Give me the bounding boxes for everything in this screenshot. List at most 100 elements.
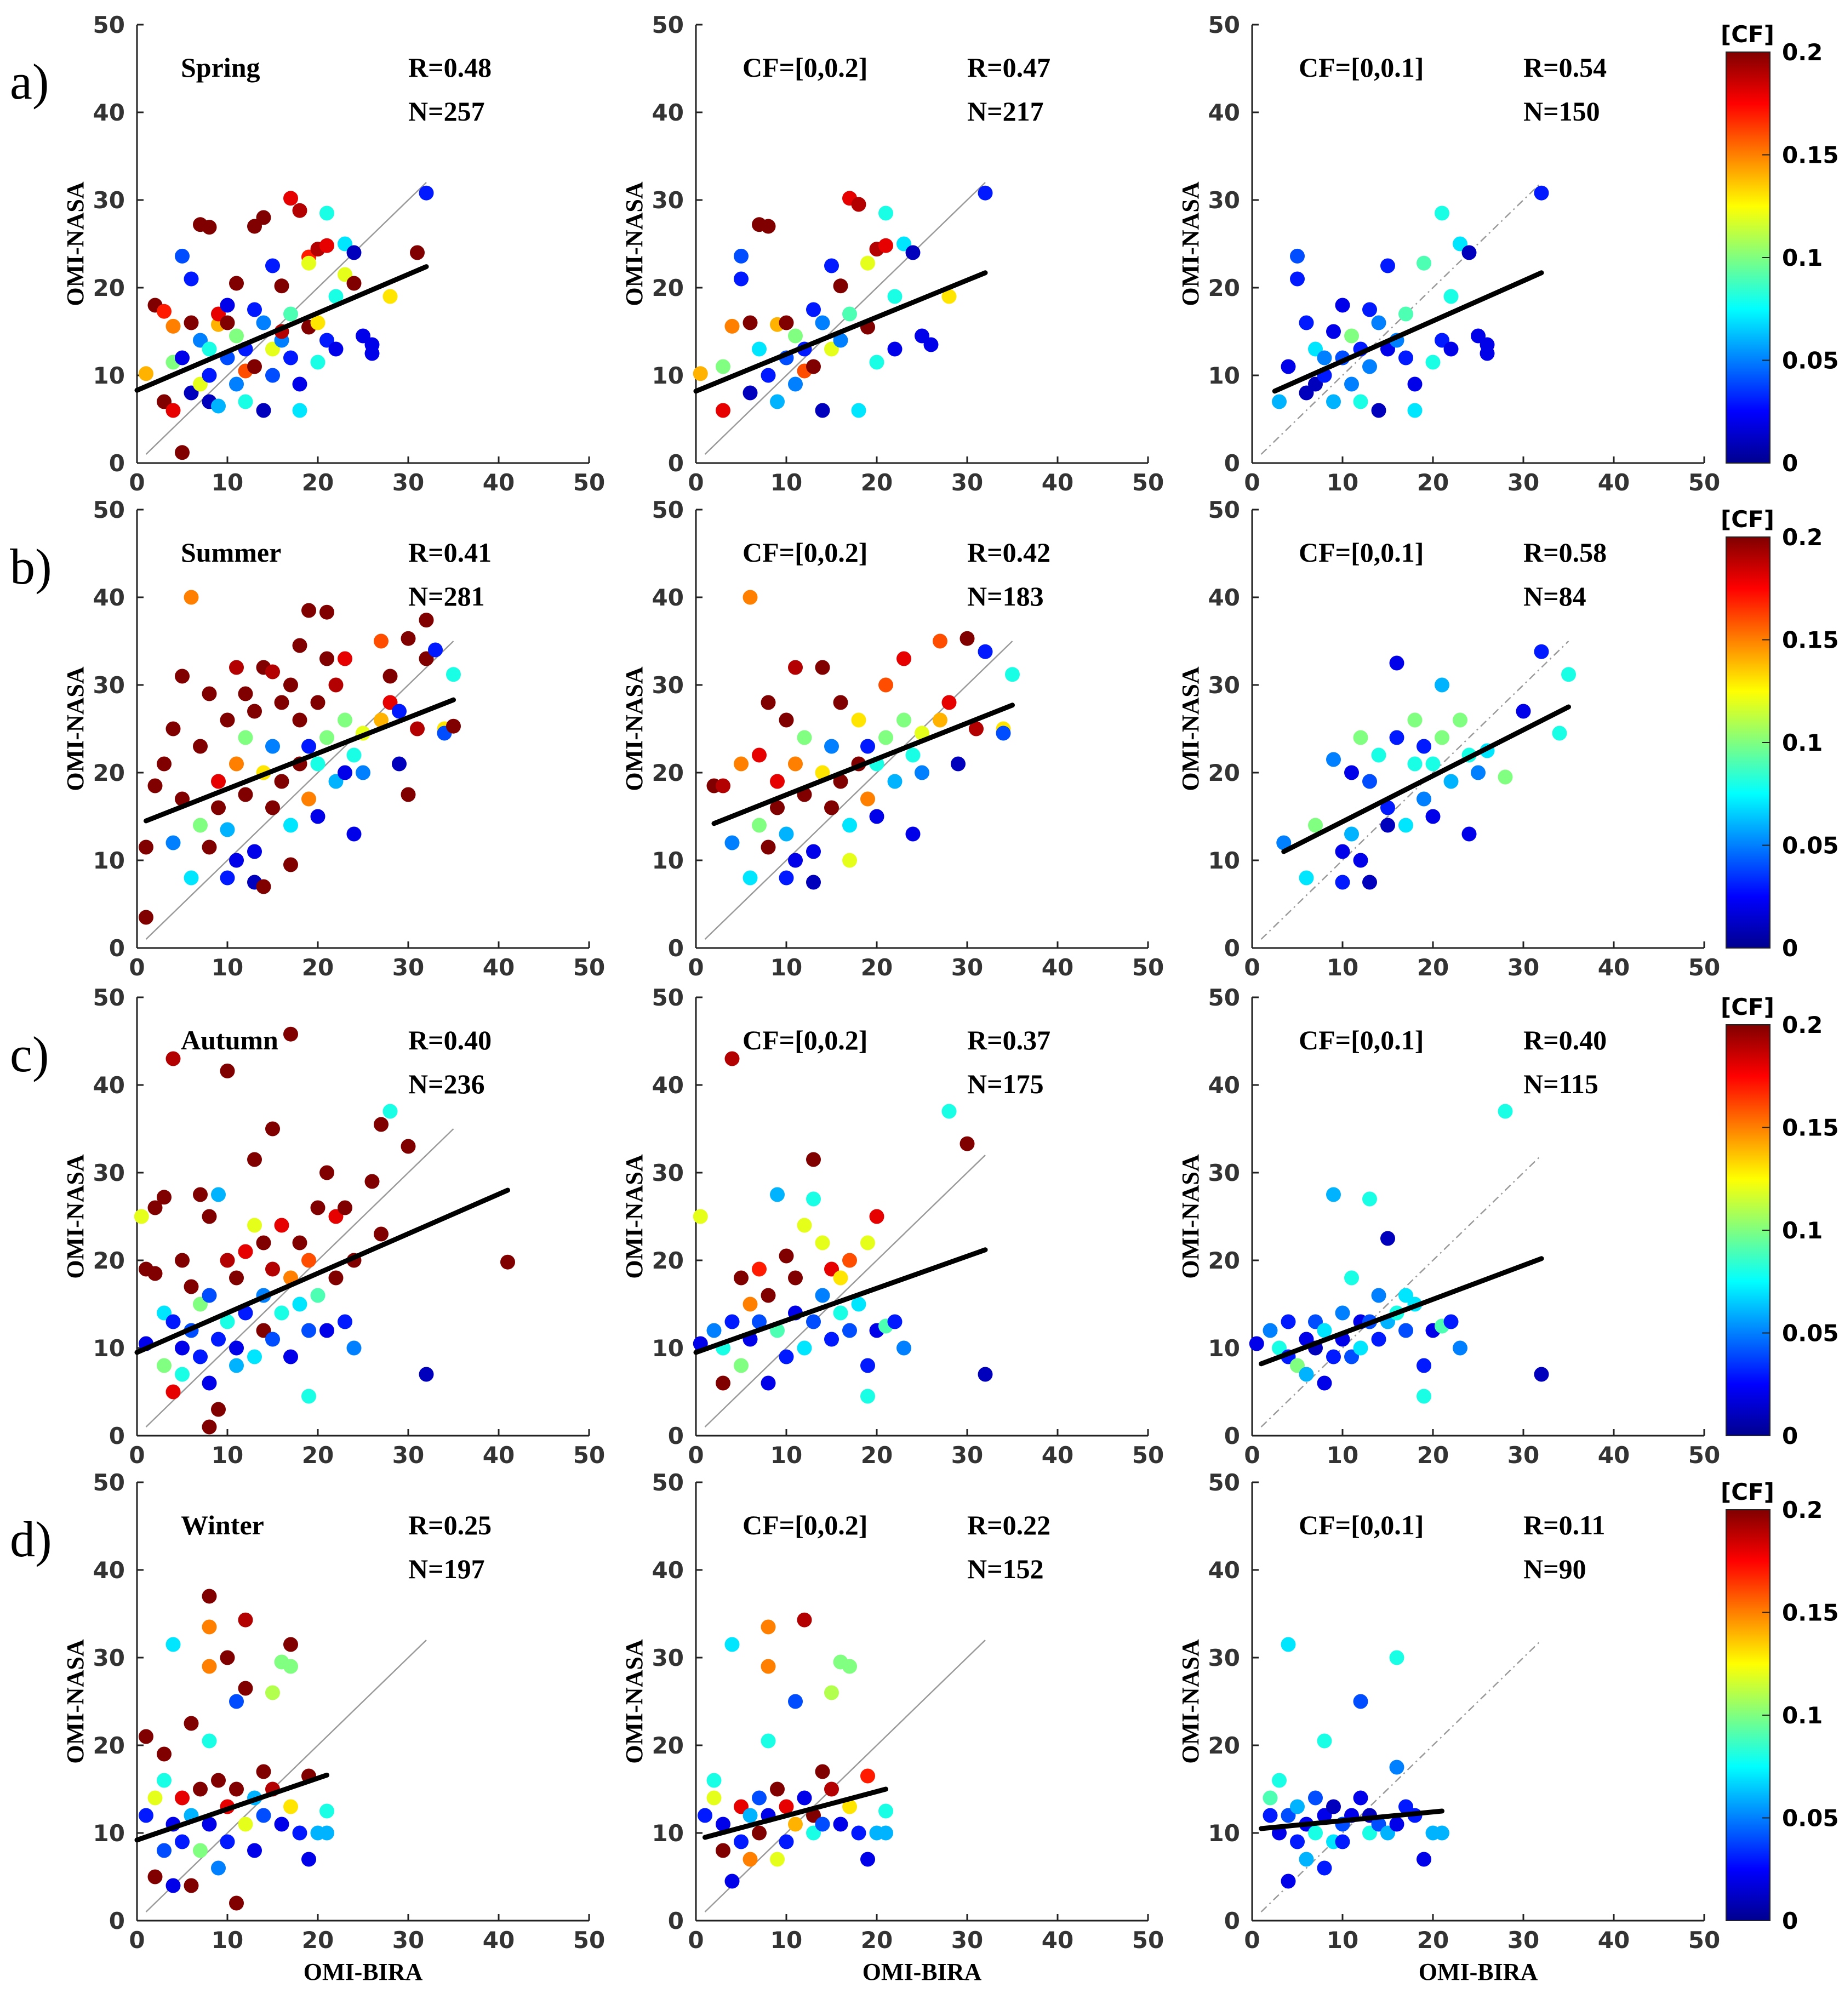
panel-title: CF=[0,0.1]: [1299, 537, 1424, 568]
data-point: [815, 1764, 830, 1779]
data-point: [175, 669, 190, 684]
data-point: [356, 765, 370, 780]
r-value: R=0.58: [1523, 537, 1607, 568]
x-tick-label: 20: [302, 1927, 334, 1954]
data-point: [1552, 726, 1567, 741]
n-count: N=84: [1523, 581, 1586, 612]
data-point: [1272, 1773, 1287, 1788]
data-point: [806, 844, 821, 859]
y-tick-label: 10: [93, 1820, 125, 1847]
data-point: [851, 1297, 866, 1312]
data-point: [283, 191, 298, 206]
data-point: [419, 1367, 434, 1382]
y-tick-label: 10: [1208, 1335, 1240, 1362]
x-tick-label: 30: [1507, 1927, 1539, 1954]
data-point: [815, 403, 830, 418]
data-point: [175, 1790, 190, 1806]
data-point: [770, 394, 785, 409]
data-point: [202, 1659, 217, 1674]
data-point: [292, 1825, 307, 1841]
data-point: [1435, 1825, 1449, 1841]
n-count: N=115: [1523, 1069, 1598, 1099]
data-point: [1371, 1332, 1386, 1347]
data-point: [752, 1790, 767, 1806]
colorbar-title: [CF]: [1721, 21, 1774, 48]
data-point: [1362, 359, 1377, 374]
data-point: [283, 818, 298, 833]
x-tick-label: 50: [573, 1442, 605, 1469]
data-point: [193, 1843, 208, 1858]
data-point: [165, 721, 181, 736]
data-point: [1326, 752, 1341, 767]
r-value: R=0.25: [408, 1510, 492, 1540]
x-tick-label: 40: [483, 1927, 515, 1954]
data-point: [761, 1659, 776, 1674]
x-tick-label: 40: [483, 469, 515, 496]
data-point: [265, 739, 280, 754]
data-point: [887, 1314, 903, 1329]
x-tick-label: 50: [1688, 469, 1720, 496]
y-tick-label: 20: [93, 1732, 125, 1759]
x-tick-label: 50: [573, 954, 605, 981]
data-point: [770, 1187, 785, 1202]
data-point: [833, 695, 848, 710]
data-point: [1425, 809, 1441, 824]
x-tick-label: 50: [1132, 1927, 1164, 1954]
data-point: [274, 774, 289, 789]
data-point: [761, 1733, 776, 1749]
x-tick-label: 20: [1417, 1927, 1449, 1954]
data-point: [1371, 747, 1386, 763]
data-point: [247, 359, 262, 374]
y-tick-label: 50: [1208, 496, 1240, 523]
data-point: [761, 1619, 776, 1635]
data-point: [806, 359, 821, 374]
data-point: [256, 210, 271, 225]
y-tick-label: 20: [93, 759, 125, 786]
data-point: [157, 1746, 172, 1762]
x-tick-label: 50: [1132, 469, 1164, 496]
y-tick-label: 0: [109, 1423, 125, 1449]
data-point: [256, 315, 271, 330]
y-tick-label: 50: [93, 984, 125, 1011]
row-label: d): [10, 1511, 52, 1567]
data-point: [401, 1139, 416, 1154]
data-point: [797, 1790, 812, 1806]
r-value: R=0.40: [1523, 1025, 1607, 1055]
x-tick-label: 10: [1327, 469, 1358, 496]
data-point: [815, 1817, 830, 1832]
data-point: [229, 660, 244, 675]
data-point: [374, 712, 389, 728]
y-tick-label: 0: [109, 450, 125, 477]
data-point: [292, 712, 307, 728]
data-point: [265, 1685, 280, 1700]
data-point: [301, 1323, 316, 1338]
data-point: [933, 633, 947, 649]
data-point: [328, 289, 344, 304]
y-tick-label: 50: [652, 12, 684, 38]
data-point: [1281, 1874, 1296, 1889]
data-point: [761, 368, 776, 383]
data-point: [193, 1349, 208, 1364]
data-point: [283, 350, 298, 365]
data-point: [1353, 1790, 1368, 1806]
data-point: [220, 1253, 235, 1268]
data-point: [292, 1235, 307, 1250]
data-point: [1281, 1314, 1296, 1329]
data-point: [310, 355, 325, 370]
data-point: [165, 318, 181, 334]
scatter-panel: 00 10 10 20 20 30 30 40 40 50 50 OMI-NASA CF=[0,0.1]…: [1177, 12, 1720, 496]
data-point: [724, 835, 740, 850]
x-tick-label: 30: [951, 1927, 983, 1954]
data-point: [941, 1104, 957, 1119]
data-point: [833, 1817, 848, 1832]
data-point: [734, 1270, 749, 1286]
colorbars: [CF]00.050.10.150.2[CF]00.050.10.150.2[C…: [1721, 21, 1839, 1934]
x-tick-label: 50: [1132, 1442, 1164, 1469]
data-point: [157, 1773, 172, 1788]
data-point: [202, 1817, 217, 1832]
data-point: [175, 1340, 190, 1356]
data-point: [779, 1834, 794, 1849]
x-tick-label: 40: [483, 1442, 515, 1469]
data-point: [1417, 739, 1431, 754]
